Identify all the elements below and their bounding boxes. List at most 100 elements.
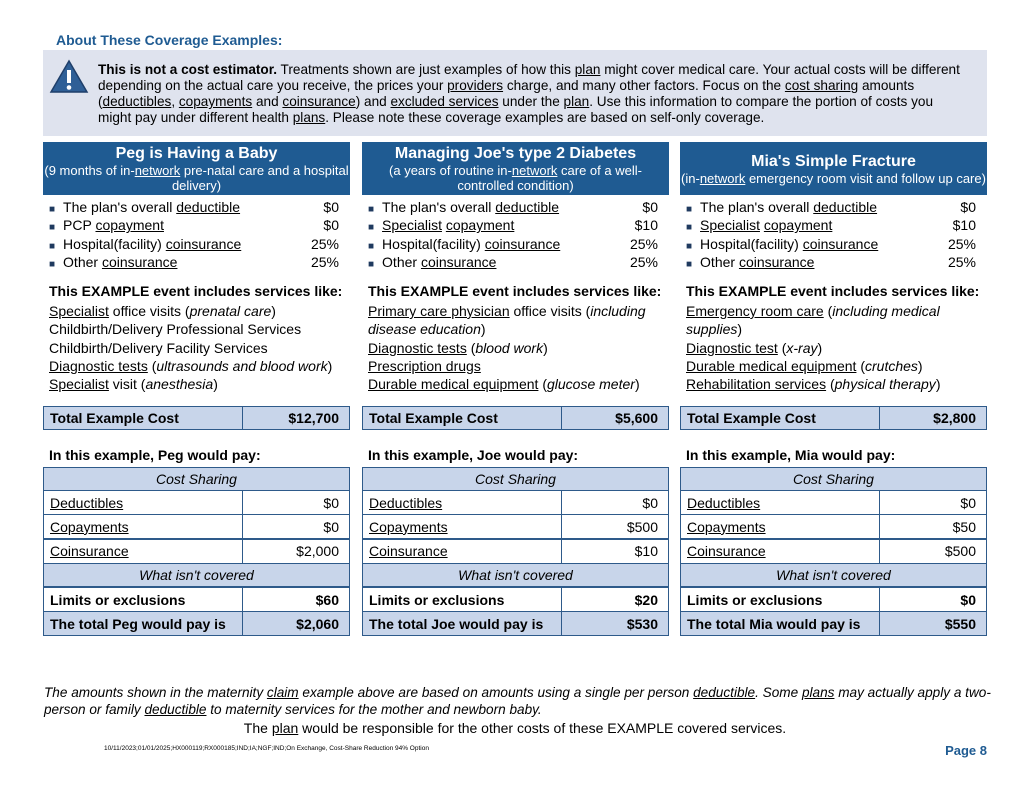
- pay-heading: In this example, Joe would pay:: [368, 447, 579, 463]
- row-divider: [879, 539, 880, 563]
- text-run: office visits (: [509, 303, 591, 319]
- text-run: deductible: [144, 701, 207, 717]
- text-run: (a years of routine in-: [389, 163, 512, 178]
- text-run: network: [134, 163, 181, 178]
- row-value: $2,000: [296, 543, 339, 560]
- text-run: example above are based on amounts using…: [298, 685, 694, 700]
- total-cost-row: Total Example Cost $2,800: [680, 406, 987, 430]
- row-header: Cost Sharing: [793, 471, 874, 487]
- not-covered-header: What isn't covered: [362, 563, 669, 587]
- service-item: Rehabilitation services (physical therap…: [686, 375, 976, 393]
- text-run: would be responsible for the other costs…: [298, 720, 787, 736]
- bullet-value: $10: [952, 217, 976, 234]
- bullet-label: Hospital(facility) coinsurance: [382, 236, 560, 252]
- services-list: Emergency room care ( including medical s…: [686, 302, 976, 393]
- cost-bullet: PCP copayment $0: [49, 216, 339, 234]
- cost-bullet: The plan's overall deductible $0: [49, 198, 339, 216]
- text-run: care of a well-controlled condition): [457, 163, 642, 193]
- cost-bullet: Hospital(facility) coinsurance 25%: [49, 235, 339, 253]
- row-divider: [879, 588, 880, 611]
- row-label: Copayments: [687, 518, 766, 535]
- cost-sharing-header: Cost Sharing: [43, 467, 350, 491]
- cost-row: Copayments $500: [362, 514, 669, 540]
- closing-note: The plan would be responsible for the ot…: [0, 720, 1030, 736]
- not-covered-header: What isn't covered: [43, 563, 350, 587]
- text-run: deductible: [693, 685, 756, 700]
- coverage-example: Peg is Having a Baby (9 months of in-netw…: [43, 142, 350, 642]
- text-run: office visits (: [108, 303, 190, 319]
- text-run: Emergency room care: [686, 303, 824, 319]
- page-number: Page 8: [945, 743, 987, 758]
- row-value: $530: [626, 615, 658, 632]
- row-value: $60: [315, 591, 339, 608]
- cost-sharing-header: Cost Sharing: [680, 467, 987, 491]
- service-item: Primary care physician office visits (in…: [368, 302, 658, 339]
- total-cost-row: Total Example Cost $5,600: [362, 406, 669, 430]
- row-divider: [561, 515, 562, 539]
- bullet-label: The plan's overall deductible: [63, 199, 240, 215]
- row-value: $20: [634, 591, 658, 608]
- bullet-value: 25%: [947, 253, 976, 270]
- text-run: coinsurance: [282, 94, 356, 109]
- text-run: pre-natal care and a hospital delivery): [171, 163, 349, 193]
- row-divider: [561, 612, 562, 635]
- bullet-value: 25%: [629, 235, 658, 252]
- text-run: Treatments shown are just examples of ho…: [277, 62, 575, 77]
- text-run: Specialist: [700, 217, 760, 234]
- text-run: x-ray: [786, 339, 818, 356]
- service-item: Durable medical equipment (crutches): [686, 357, 976, 375]
- service-item: Childbirth/Delivery Professional Service…: [49, 320, 339, 338]
- cost-bullet: Other coinsurance 25%: [686, 253, 976, 271]
- cost-row: Deductibles $0: [43, 490, 350, 515]
- text-run: (9 months of in-: [44, 163, 135, 178]
- text-run: The plan's overall: [382, 199, 496, 215]
- limits-row: Limits or exclusions $0: [680, 587, 987, 612]
- text-run: including medical supplies: [686, 303, 940, 338]
- bullet-value: 25%: [629, 253, 658, 270]
- cost-sharing-header: Cost Sharing: [362, 467, 669, 491]
- bullet-value: 25%: [310, 253, 339, 270]
- example-subtitle: (9 months of in-network pre-natal care a…: [43, 163, 350, 193]
- text-run: (: [826, 376, 835, 393]
- row-divider: [879, 407, 880, 429]
- text-run: The amounts shown in the maternity: [44, 685, 267, 700]
- text-run: (in-: [681, 170, 700, 186]
- text-run: (: [856, 357, 865, 374]
- coverage-example: Managing Joe's type 2 Diabetes (a years o…: [362, 142, 669, 642]
- text-run: Diagnostic tests: [368, 339, 467, 356]
- service-item: Specialist office visits (prenatal care): [49, 302, 339, 320]
- text-run: ): [737, 321, 743, 338]
- row-divider: [242, 612, 243, 635]
- text-run: might cover medical care. Your actual co…: [98, 62, 960, 93]
- row-divider: [561, 407, 562, 429]
- row-value: $0: [323, 518, 339, 535]
- example-header: Managing Joe's type 2 Diabetes (a years o…: [362, 142, 669, 195]
- text-run: ): [480, 321, 486, 338]
- text-run: ): [935, 376, 941, 393]
- total-cost-row: Total Example Cost $12,700: [43, 406, 350, 430]
- bullet-label: Other coinsurance: [63, 254, 177, 270]
- service-item: Diagnostic test (x-ray): [686, 339, 976, 357]
- row-value: $0: [323, 494, 339, 511]
- text-run: This is not a cost estimator.: [98, 62, 278, 77]
- text-run: deductible: [813, 199, 878, 215]
- example-title: Managing Joe's type 2 Diabetes: [394, 145, 637, 162]
- row-value: $5,600: [615, 410, 658, 426]
- pay-total-row: The total Mia would pay is $550: [680, 611, 987, 636]
- text-run: Primary care physician: [368, 303, 510, 319]
- row-value: $500: [944, 543, 976, 560]
- service-item: Durable medical equipment (glucose meter…: [368, 375, 658, 393]
- text-run: claim: [266, 685, 299, 700]
- text-run: copayments: [178, 94, 253, 109]
- services-heading: This EXAMPLE event includes services lik…: [686, 283, 980, 299]
- row-header: What isn't covered: [458, 567, 573, 583]
- service-item: Emergency room care (including medical s…: [686, 302, 976, 339]
- text-run: crutches: [865, 357, 918, 374]
- text-run: Diagnostic tests: [49, 357, 148, 374]
- bullet-value: $0: [642, 199, 658, 215]
- text-run: Childbirth/Delivery Professional Service…: [49, 321, 302, 338]
- service-item: Prescription drugs: [368, 357, 658, 375]
- text-run: ): [917, 357, 923, 374]
- text-run: copayment: [95, 217, 164, 234]
- text-run: ): [213, 376, 218, 393]
